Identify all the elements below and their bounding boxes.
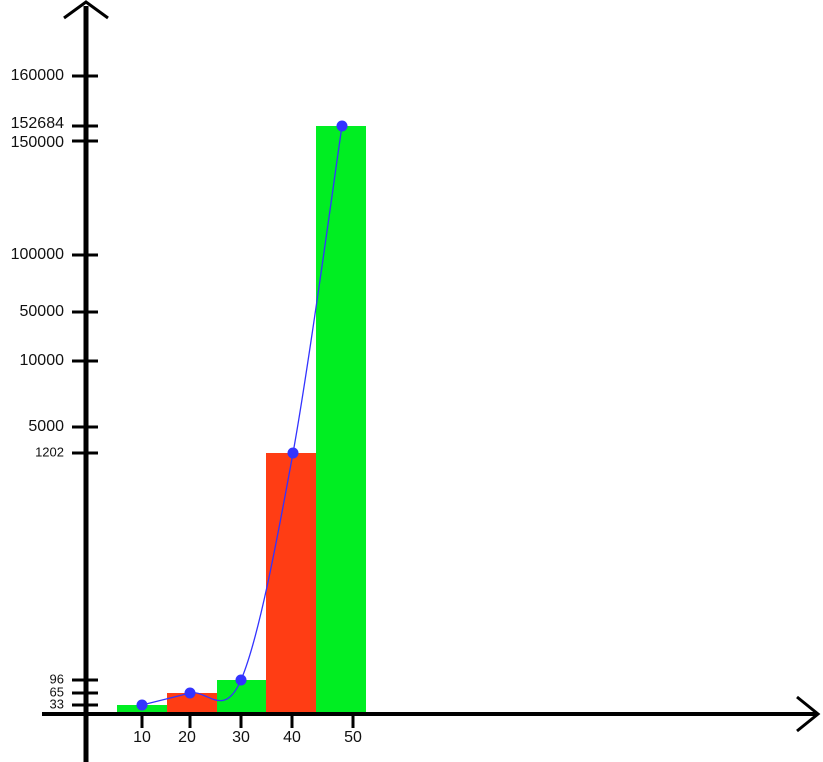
bar-30 (217, 680, 267, 714)
y-tick-label-96: 96 (50, 671, 64, 686)
trend-line-group (136, 120, 348, 711)
x-axis-arrow (796, 695, 821, 733)
bar-40 (266, 453, 316, 714)
bars-group (117, 126, 366, 714)
y-ticks: 160000 152684 150000 100000 50000 10000 5000 12… (11, 67, 98, 711)
bar-50 (316, 126, 366, 714)
y-tick-label-152684: 152684 (11, 115, 64, 132)
trend-point-20 (184, 687, 196, 699)
y-tick-label-10000: 10000 (20, 352, 65, 369)
x-tick-label-20: 20 (178, 729, 196, 746)
y-tick-label-5000: 5000 (28, 418, 64, 435)
x-tick-label-30: 30 (232, 729, 250, 746)
trend-point-50 (336, 120, 348, 132)
x-ticks: 10 20 30 40 50 (133, 714, 362, 746)
bar-20 (167, 693, 217, 714)
y-axis-arrow (63, 0, 109, 20)
y-tick-label-160000: 160000 (11, 67, 64, 84)
trend-point-10 (136, 699, 148, 711)
y-tick-label-1202: 1202 (35, 444, 64, 459)
y-tick-label-100000: 100000 (11, 246, 64, 263)
y-tick-label-65: 65 (50, 684, 64, 699)
trend-point-40 (287, 447, 299, 459)
axes (42, 0, 821, 762)
x-tick-label-10: 10 (133, 729, 151, 746)
trend-point-30 (235, 674, 247, 686)
y-tick-label-50000: 50000 (20, 303, 65, 320)
x-tick-label-40: 40 (283, 729, 301, 746)
x-tick-label-50: 50 (344, 729, 362, 746)
y-tick-label-150000: 150000 (11, 134, 64, 151)
y-tick-label-33: 33 (50, 696, 64, 711)
